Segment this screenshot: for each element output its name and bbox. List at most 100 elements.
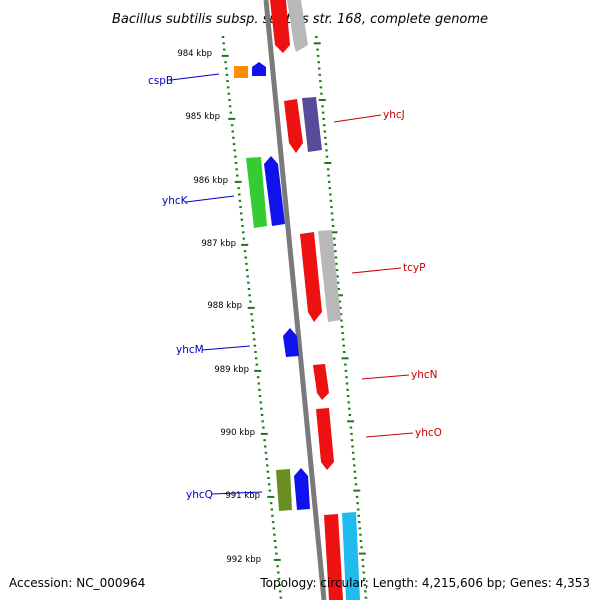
rail-tick (323, 130, 327, 133)
genome-summary-text: Topology: circular; Length: 4,215,606 bp… (260, 576, 590, 590)
rail-tick (234, 180, 242, 183)
rail-tick (241, 225, 244, 227)
rail-tick (345, 382, 349, 385)
rail-tick (344, 369, 348, 372)
feature-arrow[interactable] (294, 468, 310, 510)
rail-tick (226, 86, 230, 89)
rail-tick (321, 105, 324, 108)
kbp-label: 984 kbp (177, 49, 212, 59)
rail-tick (252, 338, 256, 341)
rail-tick (249, 300, 252, 303)
feature-arrow[interactable] (300, 232, 322, 322)
rail-tick (358, 552, 366, 555)
rail-tick (346, 388, 349, 391)
rail-tick (363, 577, 366, 580)
rail-tick (349, 426, 353, 429)
rail-tick (277, 577, 281, 580)
feature-arrow[interactable] (316, 408, 334, 470)
rail-tick (325, 155, 329, 158)
rail-tick (319, 86, 323, 89)
rail-tick (228, 99, 231, 101)
gene-label-yhcN[interactable]: yhcN (411, 369, 438, 381)
rail-tick (341, 357, 349, 360)
rail-tick (262, 426, 265, 429)
feature-arrow[interactable] (270, 0, 290, 53)
gene-labels: cspB yhcJ yhcK tcyP yhcM yhcN yhcO yhcQ (148, 75, 442, 501)
rail-tick (324, 136, 327, 139)
rail-tick (273, 533, 276, 536)
rail-tick (260, 407, 263, 410)
rail-tick (316, 48, 319, 51)
rail-tick (268, 489, 272, 492)
rail-tick (320, 92, 323, 95)
rail-tick (235, 168, 238, 171)
rail-tick (347, 401, 350, 404)
rail-tick (272, 527, 275, 530)
rail-tick (364, 596, 368, 599)
feature-arrow[interactable] (342, 512, 360, 600)
rail-tick (340, 319, 343, 322)
rail-tick (361, 558, 364, 561)
feature-arrow[interactable] (302, 97, 322, 152)
rail-tick (239, 206, 242, 209)
rail-tick (332, 237, 336, 240)
feature-arrow[interactable] (246, 157, 267, 228)
rail-tick (256, 376, 260, 379)
gene-label-yhcO[interactable]: yhcO (415, 427, 442, 439)
rail-tick (276, 565, 279, 568)
rail-tick (234, 162, 238, 164)
rail-tick (253, 344, 257, 347)
gene-label-yhcQ[interactable]: yhcQ (186, 489, 213, 501)
gene-label-yhcK[interactable]: yhcK (162, 195, 189, 207)
rail-tick (273, 540, 277, 542)
kbp-label: 989 kbp (214, 365, 249, 375)
feature-arrow[interactable] (252, 62, 266, 76)
feature-arrow[interactable] (264, 156, 285, 226)
rail-tick (330, 231, 338, 234)
feature-arrow[interactable] (284, 99, 303, 153)
rail-tick (258, 388, 261, 391)
feature-arrow[interactable] (324, 514, 343, 600)
rail-tick (254, 369, 262, 372)
rail-tick (263, 439, 266, 442)
rail-tick (363, 584, 367, 587)
feature-arrow[interactable] (234, 66, 248, 78)
rail-tick (350, 439, 354, 442)
gene-label-yhcM[interactable]: yhcM (176, 344, 204, 356)
rail-tick (238, 199, 242, 202)
rail-tick (261, 420, 264, 423)
rail-tick (334, 250, 337, 253)
rail-tick (259, 401, 262, 404)
kbp-label: 992 kbp (226, 555, 261, 565)
feature-arrow[interactable] (313, 364, 329, 400)
rail-tick (353, 470, 357, 473)
rail-tick (321, 111, 325, 114)
rail-tick (326, 168, 330, 171)
gene-label-cspB[interactable]: cspB (148, 75, 173, 87)
genome-backbone (263, 0, 327, 600)
rail-tick (237, 193, 241, 196)
rail-tick (266, 470, 270, 473)
rail-tick (331, 218, 334, 221)
feature-arrow[interactable] (283, 328, 299, 357)
rail-tick (222, 42, 225, 45)
gene-label-tcyP[interactable]: tcyP (403, 262, 425, 274)
feature-arrow[interactable] (276, 469, 292, 511)
rail-tick (322, 124, 326, 127)
gene-label-yhcJ[interactable]: yhcJ (383, 109, 405, 121)
rail-tick (353, 464, 356, 467)
rail-tick (348, 414, 352, 416)
features (234, 0, 360, 600)
rail-tick (362, 571, 365, 574)
rail-tick (251, 319, 254, 322)
rail-tick (273, 558, 281, 561)
left-tick-rail (221, 36, 283, 599)
rail-tick (242, 237, 246, 240)
rail-tick (344, 363, 347, 366)
rail-tick (327, 174, 330, 177)
kbp-label: 991 kbp (225, 491, 260, 501)
rail-tick (315, 36, 318, 38)
feature-arrow[interactable] (287, 0, 308, 52)
feature-arrow[interactable] (318, 230, 341, 322)
rail-tick (324, 143, 328, 146)
